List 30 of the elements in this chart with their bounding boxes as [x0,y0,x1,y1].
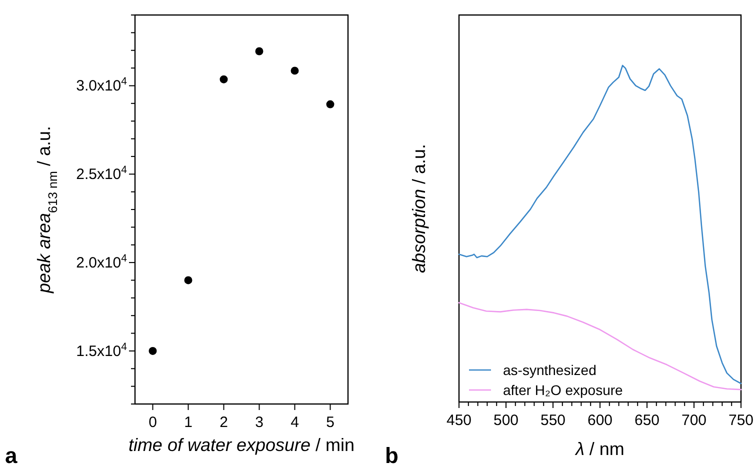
y-axis-title: absorption / a.u. [409,144,429,274]
point [220,75,228,84]
text: b [385,443,398,468]
y-tick-label: 2.5x10$^{4}$ [76,164,128,184]
point [184,276,192,284]
point [255,47,264,56]
x-tick-label: 5 [326,414,334,431]
x-axis-title: time of water exposure / min [128,435,355,455]
text: a [5,443,18,468]
x-tick-label: 2 [220,414,228,431]
x-tick-label: 1 [184,414,192,431]
point [148,346,157,355]
x-tick-label: 600 [587,412,613,429]
point [290,66,299,75]
x-tick-label: 0 [148,414,157,431]
legend-label: as-synthesized [503,362,596,378]
point [326,100,334,108]
x-tick-label: 750 [728,412,754,429]
y-tick-label: 2.0x10$^{4}$ [76,252,128,272]
x-tick-label: 650 [634,412,660,429]
y-tick-label: 3.0x10$^{4}$ [76,76,128,95]
legend-label: after H₂O exposure [503,382,624,398]
y-tick-label: 1.5x10$^{4}$ [76,340,128,360]
x-tick-label: 4 [290,414,299,431]
x-tick-label: 3 [255,414,264,431]
x-tick-label: 450 [446,412,472,429]
x-tick-label: 700 [681,412,707,429]
x-tick-label: 500 [493,412,519,429]
x-axis-title: λ / nm [574,439,624,459]
x-tick-label: 550 [540,412,566,429]
